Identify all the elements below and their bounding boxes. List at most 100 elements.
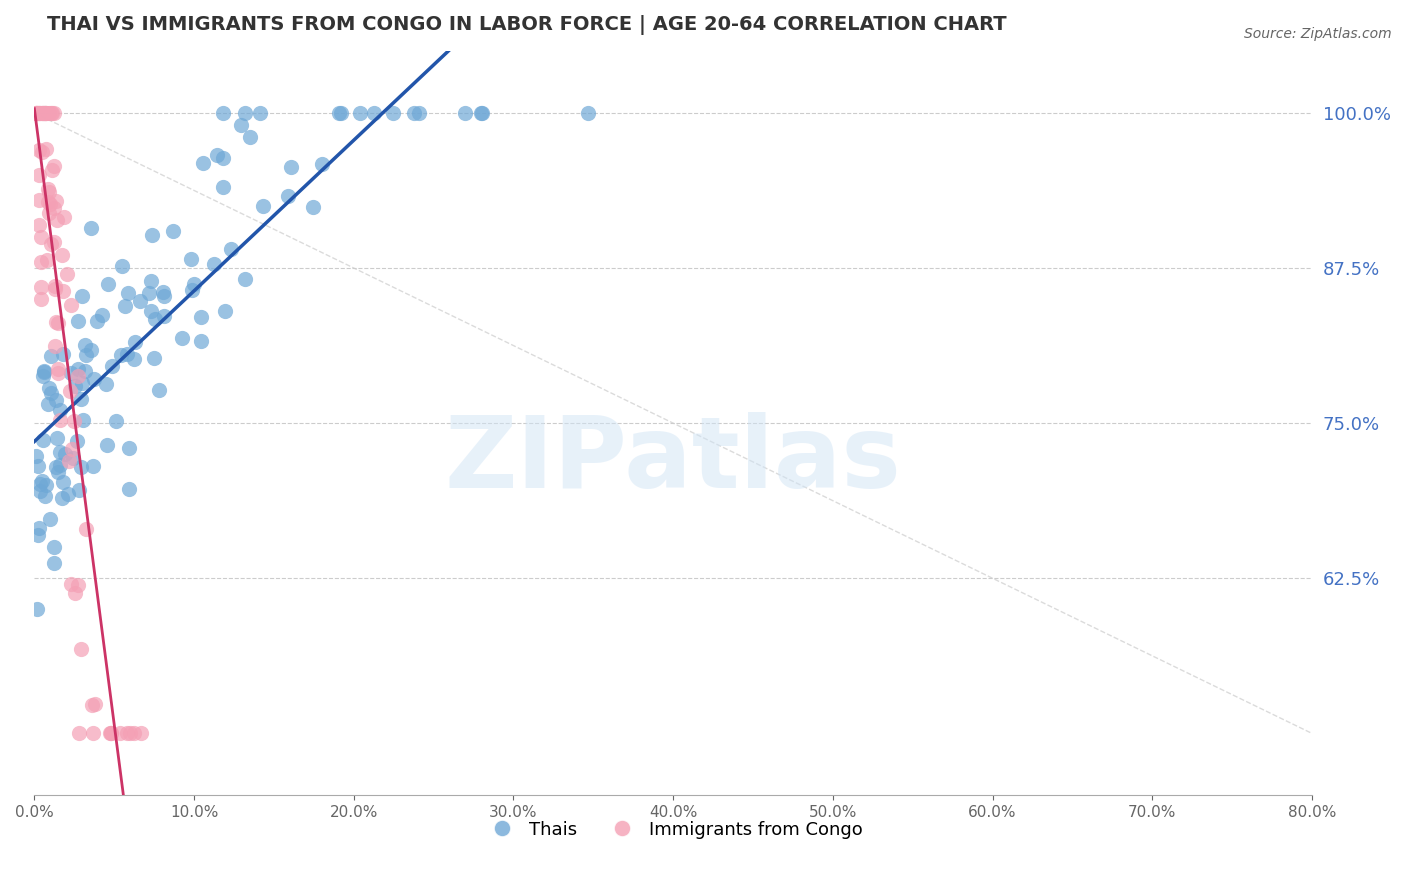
Point xyxy=(27,106,49,120)
Point xyxy=(45,392,67,407)
Point xyxy=(46,366,69,380)
Point xyxy=(27,528,49,542)
Point xyxy=(235,272,257,286)
Point xyxy=(45,459,67,474)
Point xyxy=(239,129,262,144)
Point xyxy=(49,444,72,458)
Point xyxy=(51,248,73,262)
Point xyxy=(328,106,350,120)
Point xyxy=(162,224,184,238)
Point xyxy=(32,106,55,120)
Point xyxy=(62,450,84,465)
Point xyxy=(55,268,77,282)
Point xyxy=(118,441,141,455)
Point xyxy=(39,511,62,525)
Point xyxy=(63,414,86,428)
Point xyxy=(37,181,59,195)
Point xyxy=(122,726,145,740)
Point xyxy=(52,211,75,225)
Point xyxy=(148,383,170,397)
Point xyxy=(98,726,121,740)
Point xyxy=(86,314,108,328)
Point xyxy=(70,288,93,302)
Point xyxy=(191,155,214,169)
Point xyxy=(28,168,51,182)
Point xyxy=(219,242,242,256)
Point xyxy=(60,367,83,381)
Point xyxy=(94,377,117,392)
Point xyxy=(80,220,103,235)
Point xyxy=(25,106,48,120)
Point xyxy=(115,726,138,740)
Legend: Thais, Immigrants from Congo: Thais, Immigrants from Congo xyxy=(477,814,870,846)
Point xyxy=(190,310,212,324)
Point xyxy=(180,252,202,266)
Point xyxy=(52,284,75,298)
Point xyxy=(153,289,176,303)
Point xyxy=(170,331,193,345)
Point xyxy=(100,726,122,740)
Point xyxy=(152,285,174,300)
Point xyxy=(25,106,48,120)
Point xyxy=(69,392,91,407)
Point xyxy=(59,384,82,398)
Point xyxy=(139,304,162,318)
Point xyxy=(143,311,166,326)
Point xyxy=(52,347,75,361)
Point xyxy=(111,259,134,273)
Point xyxy=(41,163,63,178)
Point xyxy=(49,402,72,417)
Text: Source: ZipAtlas.com: Source: ZipAtlas.com xyxy=(1244,27,1392,41)
Point xyxy=(31,369,53,384)
Point xyxy=(46,316,69,330)
Point xyxy=(56,487,79,501)
Point xyxy=(32,433,55,447)
Point xyxy=(38,186,60,200)
Point xyxy=(67,314,90,328)
Point xyxy=(73,364,96,378)
Point xyxy=(124,351,146,366)
Point xyxy=(72,413,94,427)
Point xyxy=(34,489,56,503)
Point xyxy=(30,483,52,498)
Point xyxy=(82,459,104,474)
Point xyxy=(31,106,53,120)
Point xyxy=(205,148,228,162)
Point xyxy=(42,160,65,174)
Point xyxy=(28,143,51,157)
Point xyxy=(62,442,84,457)
Point xyxy=(30,106,52,120)
Point xyxy=(105,414,128,428)
Point xyxy=(67,361,90,376)
Point xyxy=(38,106,60,120)
Point xyxy=(202,257,225,271)
Point xyxy=(190,334,212,348)
Point xyxy=(31,145,53,159)
Point xyxy=(25,106,48,120)
Point xyxy=(32,365,55,379)
Point xyxy=(30,254,52,268)
Point xyxy=(45,315,67,329)
Point xyxy=(25,602,48,616)
Point xyxy=(302,200,325,214)
Point xyxy=(82,698,104,713)
Point xyxy=(49,413,72,427)
Point xyxy=(101,359,124,374)
Point xyxy=(138,285,160,300)
Point xyxy=(212,180,235,194)
Point xyxy=(280,160,302,174)
Point xyxy=(117,285,139,300)
Point xyxy=(35,478,58,492)
Text: ZIPatlas: ZIPatlas xyxy=(444,412,901,508)
Point xyxy=(214,303,236,318)
Point xyxy=(118,482,141,496)
Point xyxy=(70,642,93,657)
Point xyxy=(131,726,153,740)
Point xyxy=(73,337,96,351)
Point xyxy=(576,106,599,120)
Point xyxy=(35,252,58,267)
Point xyxy=(51,491,73,506)
Point xyxy=(311,157,333,171)
Point xyxy=(35,106,58,120)
Point xyxy=(66,577,89,591)
